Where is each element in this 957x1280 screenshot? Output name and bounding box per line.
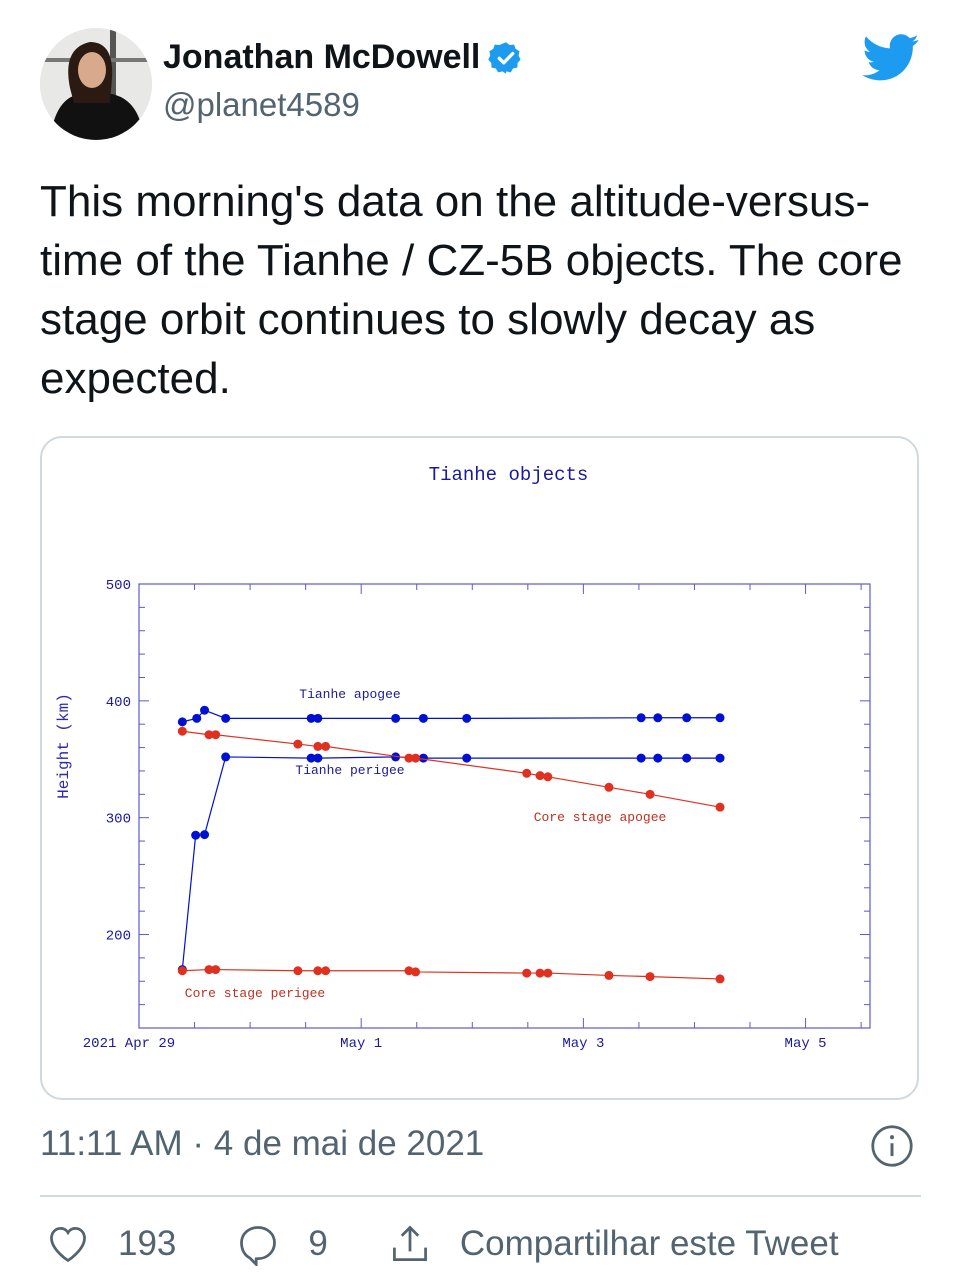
series-line-core-stage-perigee <box>182 968 721 980</box>
y-axis-label: Height (km) <box>55 693 73 799</box>
data-point <box>204 965 214 975</box>
reply-count: 9 <box>308 1224 328 1263</box>
data-point <box>313 753 323 763</box>
data-point <box>321 966 331 976</box>
data-point <box>535 968 545 978</box>
data-point <box>682 753 692 763</box>
data-point <box>313 741 323 751</box>
data-point <box>313 713 323 723</box>
like-count: 193 <box>118 1224 177 1263</box>
series-line-tianhe-perigee <box>181 756 721 970</box>
tweet-timestamp[interactable]: 11:11 AM · 4 de mai de 2021 <box>40 1124 485 1163</box>
data-point <box>293 739 303 749</box>
tweet-text: This morning's data on the altitude-vers… <box>40 177 903 403</box>
data-point <box>715 802 725 812</box>
data-point <box>391 752 401 762</box>
info-icon[interactable] <box>870 1124 914 1168</box>
author-name-row[interactable]: Jonathan McDowell <box>163 38 524 77</box>
data-point <box>636 753 646 763</box>
data-point <box>313 966 323 976</box>
data-point <box>411 753 421 763</box>
data-point <box>211 965 221 975</box>
share-button[interactable]: Compartilhar este Tweet <box>388 1222 839 1266</box>
data-point <box>200 705 210 715</box>
y-tick-label: 300 <box>106 812 131 828</box>
data-point <box>418 713 428 723</box>
twitter-bird-icon[interactable] <box>862 34 920 82</box>
data-point <box>418 753 428 763</box>
data-point <box>535 771 545 781</box>
data-point <box>653 753 663 763</box>
data-point <box>715 753 725 763</box>
series-line-core-stage-apogee <box>182 730 721 808</box>
y-tick-label: 400 <box>106 695 131 711</box>
data-point <box>543 968 553 978</box>
data-point <box>715 974 725 984</box>
like-button[interactable]: 193 <box>46 1222 176 1266</box>
x-tick-label: 2021 Apr 29 <box>83 1036 175 1052</box>
data-point <box>404 753 414 763</box>
share-icon <box>392 1225 427 1261</box>
data-point <box>653 713 663 723</box>
data-point <box>604 970 614 980</box>
data-point <box>715 713 725 723</box>
data-point <box>200 830 210 840</box>
data-point <box>543 772 553 782</box>
data-point <box>462 713 472 723</box>
author-name[interactable]: Jonathan McDowell <box>163 38 481 76</box>
data-point <box>177 966 187 976</box>
data-point <box>191 830 201 840</box>
chart-title: Tianhe objects <box>429 464 589 486</box>
data-point <box>177 726 187 736</box>
data-point <box>682 713 692 723</box>
data-point <box>221 713 231 723</box>
share-label: Compartilhar este Tweet <box>459 1224 839 1263</box>
verified-badge-icon <box>488 41 521 74</box>
heart-icon <box>50 1227 86 1263</box>
divider <box>40 1195 921 1197</box>
data-point <box>404 966 414 976</box>
data-point <box>306 753 316 763</box>
data-point <box>604 782 614 792</box>
data-point <box>211 730 221 740</box>
plot-frame <box>138 583 871 1029</box>
y-tick-label: 200 <box>106 929 131 945</box>
reply-button[interactable]: 9 <box>236 1222 328 1266</box>
avatar-photo <box>40 28 152 140</box>
tweet-image-chart[interactable]: Tianhe objects Height (km) 200 300 400 500 202… <box>40 436 919 1100</box>
data-point <box>192 713 202 723</box>
series-label: Core stage apogee <box>534 810 667 825</box>
data-point <box>204 730 214 740</box>
y-tick-label: 500 <box>106 578 131 594</box>
x-tick-label: May 3 <box>562 1036 604 1052</box>
data-point <box>177 717 187 727</box>
data-point <box>462 753 472 763</box>
series-label: Tianhe apogee <box>299 687 400 702</box>
data-point <box>221 752 231 762</box>
data-point <box>321 741 331 751</box>
data-point <box>411 967 421 977</box>
x-tick-label: May 1 <box>340 1036 382 1052</box>
data-point <box>636 713 646 723</box>
altitude-chart: Tianhe objects Height (km) 200 300 400 500 202… <box>55 464 871 1052</box>
series-label: Tianhe perigee <box>295 763 404 778</box>
data-point <box>391 713 401 723</box>
avatar[interactable] <box>40 28 152 140</box>
data-point <box>306 713 316 723</box>
data-point <box>293 966 303 976</box>
reply-icon <box>240 1226 277 1266</box>
series-label: Core stage perigee <box>185 986 325 1001</box>
author-handle[interactable]: @planet4589 <box>163 86 360 123</box>
tweet-actions: 193 9 Compartilhar este Tweet <box>46 1222 899 1266</box>
data-point <box>645 789 655 799</box>
data-point <box>522 768 532 778</box>
data-point <box>645 972 655 982</box>
x-tick-label: May 5 <box>785 1036 827 1052</box>
data-point <box>522 968 532 978</box>
